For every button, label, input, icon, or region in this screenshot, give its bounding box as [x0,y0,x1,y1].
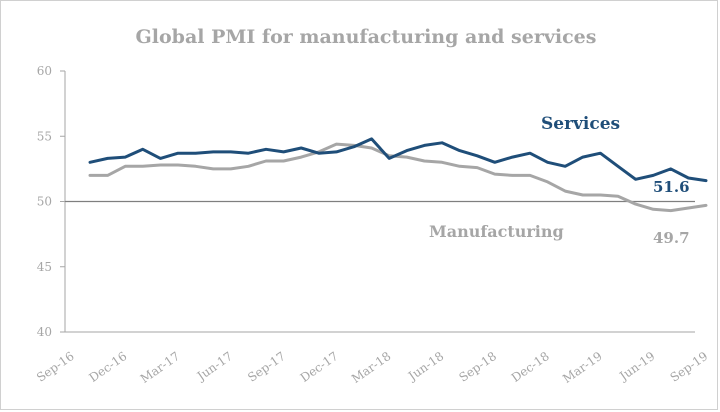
x-tick-label: Mar-19 [560,349,604,386]
series-layer [88,137,708,213]
labels-layer: Services Manufacturing 51.6 49.7 [429,114,690,247]
y-tick-label: 40 [37,325,52,339]
x-tick-label: Sep-19 [668,349,711,385]
series-label-manufacturing: Manufacturing [429,222,564,241]
x-tick-label: Sep-18 [456,349,499,385]
series-label-services: Services [541,114,620,134]
end-label-services: 51.6 [653,178,690,196]
x-tick-label: Sep-17 [245,349,288,385]
x-tick-label: Sep-16 [34,349,77,385]
chart-title: Global PMI for manufacturing and service… [136,26,597,48]
x-tick-label: Mar-18 [349,349,393,386]
end-label-manufacturing: 49.7 [653,229,690,247]
y-tick-label: 45 [37,260,52,274]
manufacturing-line [88,142,708,213]
x-tick-label: Jun-17 [193,349,235,384]
x-tick-label: Jun-19 [615,349,657,384]
x-tick-label: Dec-16 [86,349,129,385]
axes: 40 45 50 55 60 Sep-16 Dec-16 Mar-17 Jun-17 Sep-17… [34,64,710,386]
y-tick-label: 55 [37,129,52,143]
y-tick-label: 50 [37,195,52,209]
x-tick-label: Dec-18 [509,349,552,385]
y-tick-label: 60 [37,64,52,78]
x-tick-label: Jun-18 [404,349,446,384]
x-tick-label: Mar-17 [138,349,182,386]
x-tick-label: Dec-17 [298,349,341,385]
services-line [88,137,708,183]
